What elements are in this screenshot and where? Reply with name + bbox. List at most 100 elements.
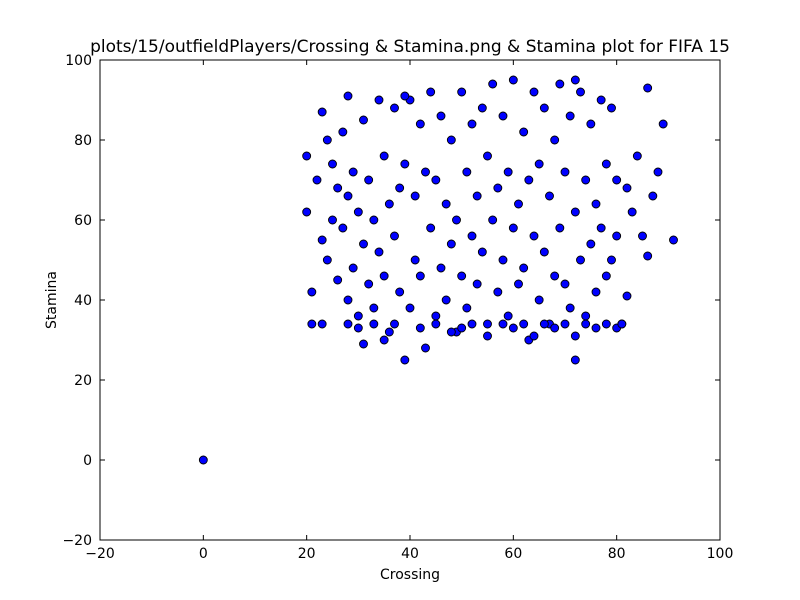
data-point	[550, 135, 560, 145]
data-point	[338, 223, 348, 233]
data-point	[353, 311, 363, 321]
y-tick-label: 80	[74, 133, 92, 149]
data-point	[472, 191, 482, 201]
data-point	[539, 103, 549, 113]
y-tick-label: 60	[74, 213, 92, 229]
data-point	[384, 327, 394, 337]
data-point	[586, 119, 596, 129]
data-point	[483, 319, 492, 329]
axis-ticks: −20 0 20 40 60 80 100 −20 0 20 40 60 80 100	[62, 53, 733, 562]
data-point	[400, 355, 410, 365]
data-point	[415, 271, 425, 281]
data-point	[343, 295, 353, 305]
data-point	[462, 303, 472, 313]
data-point	[653, 167, 663, 177]
data-point	[643, 83, 653, 93]
data-point	[503, 311, 513, 321]
data-point	[488, 79, 498, 89]
data-point	[632, 151, 642, 161]
data-point	[395, 287, 405, 297]
data-point	[607, 103, 616, 113]
data-point	[467, 319, 477, 329]
y-tick-label: −20	[62, 533, 92, 549]
data-point	[343, 91, 353, 101]
data-point	[426, 87, 436, 97]
data-point	[348, 167, 358, 177]
data-point	[312, 175, 322, 185]
data-point	[384, 199, 394, 209]
x-axis-label: Crossing	[380, 567, 440, 583]
data-point	[586, 239, 596, 249]
data-point	[462, 167, 472, 177]
data-point	[483, 331, 492, 341]
y-axis-label: Stamina	[44, 271, 60, 329]
data-point	[601, 159, 611, 169]
data-point	[493, 287, 503, 297]
data-point	[529, 331, 539, 341]
data-point	[576, 87, 585, 97]
data-point	[498, 255, 508, 265]
data-point	[390, 103, 399, 113]
data-point	[364, 175, 374, 185]
data-point	[322, 135, 332, 145]
data-point	[431, 319, 441, 329]
data-point	[436, 111, 446, 121]
data-point	[581, 319, 591, 329]
data-point	[446, 135, 456, 145]
data-point	[369, 215, 379, 225]
data-point	[400, 159, 410, 169]
data-point	[570, 331, 580, 341]
data-point	[333, 275, 343, 285]
data-point	[353, 207, 363, 217]
data-point	[415, 119, 425, 129]
data-point	[410, 255, 420, 265]
data-point	[338, 127, 348, 137]
y-tick-label: 20	[74, 373, 92, 389]
data-point	[333, 183, 343, 193]
data-point	[348, 263, 358, 273]
data-point	[457, 323, 467, 333]
data-point	[317, 235, 327, 245]
data-points	[198, 75, 678, 465]
data-point	[539, 247, 549, 257]
data-point	[317, 319, 327, 329]
data-point	[483, 151, 492, 161]
data-point	[555, 223, 565, 233]
data-point	[514, 199, 523, 209]
data-point	[529, 87, 539, 97]
x-tick-label: 40	[401, 546, 419, 562]
data-point	[472, 279, 482, 289]
data-point	[405, 303, 415, 313]
data-point	[550, 271, 560, 281]
data-point	[514, 279, 523, 289]
data-point	[353, 323, 363, 333]
data-point	[519, 263, 529, 273]
data-point	[441, 295, 451, 305]
data-point	[669, 235, 678, 245]
data-point	[467, 231, 477, 241]
data-point	[601, 271, 611, 281]
data-point	[519, 127, 529, 137]
data-point	[560, 319, 570, 329]
data-point	[617, 319, 627, 329]
data-point	[591, 287, 601, 297]
data-point	[570, 207, 580, 217]
data-point	[400, 91, 410, 101]
data-point	[441, 199, 451, 209]
data-point	[421, 167, 430, 177]
data-point	[410, 191, 420, 201]
data-point	[534, 159, 544, 169]
x-tick-label: 100	[707, 546, 734, 562]
data-point	[302, 207, 312, 217]
data-point	[596, 223, 606, 233]
data-point	[328, 215, 337, 225]
data-point	[457, 271, 467, 281]
data-point	[369, 303, 379, 313]
data-point	[390, 231, 399, 241]
data-point	[612, 231, 622, 241]
data-point	[570, 75, 580, 85]
data-point	[612, 175, 622, 185]
x-tick-label: −20	[85, 546, 115, 562]
data-point	[607, 255, 616, 265]
data-point	[379, 271, 389, 281]
